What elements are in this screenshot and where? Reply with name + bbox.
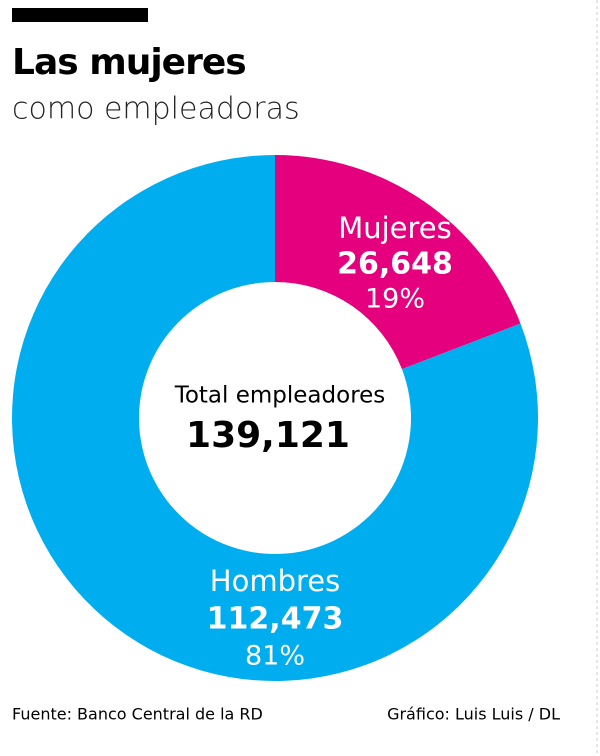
slice-name: Hombres bbox=[210, 564, 340, 598]
slice-name: Mujeres bbox=[338, 211, 452, 245]
header-bar bbox=[12, 8, 148, 22]
slice-percent: 19% bbox=[365, 284, 425, 315]
chart-title: Las mujeres bbox=[12, 42, 246, 83]
donut-slice bbox=[275, 155, 521, 370]
donut-slice bbox=[12, 155, 539, 681]
slice-percent: 81% bbox=[245, 641, 305, 672]
credit: Gráfico: Luis Luis / DL bbox=[387, 705, 560, 724]
slice-value: 112,473 bbox=[207, 602, 344, 637]
slice-value: 26,648 bbox=[337, 247, 453, 282]
source: Fuente: Banco Central de la RD bbox=[12, 705, 263, 724]
center-value: 139,121 bbox=[186, 415, 350, 456]
center-title: Total empleadores bbox=[174, 383, 386, 409]
chart-subtitle: como empleadoras bbox=[12, 92, 300, 127]
